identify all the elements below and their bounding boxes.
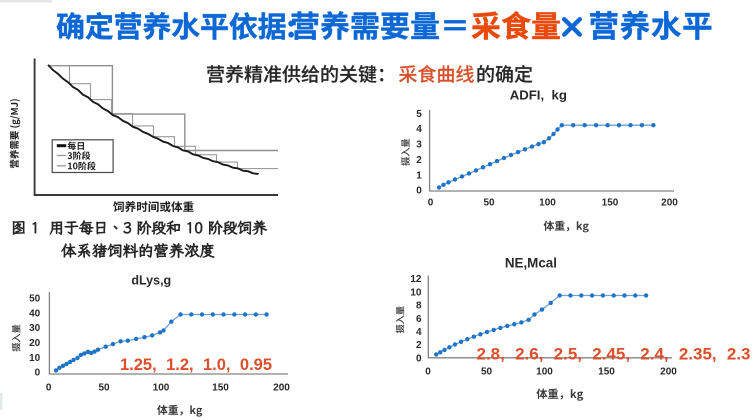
svg-text:150: 150 — [598, 367, 615, 378]
svg-text:dLys,g: dLys,g — [131, 274, 171, 288]
svg-text:1: 1 — [416, 170, 422, 181]
svg-text:12: 12 — [410, 274, 422, 285]
svg-text:100: 100 — [153, 383, 170, 394]
svg-text:2: 2 — [416, 340, 422, 351]
svg-text:4: 4 — [416, 327, 422, 338]
svg-text:8: 8 — [416, 301, 422, 312]
svg-text:10: 10 — [29, 353, 41, 364]
svg-text:150: 150 — [212, 383, 229, 394]
svg-text:40: 40 — [29, 308, 41, 319]
svg-text:20: 20 — [29, 338, 41, 349]
svg-text:50: 50 — [483, 198, 495, 209]
svg-text:0: 0 — [425, 367, 431, 378]
svg-text:200: 200 — [660, 367, 677, 378]
svg-text:200: 200 — [661, 198, 678, 209]
svg-text:1.25, 1.2, 1.0, 0.95: 1.25, 1.2, 1.0, 0.95 — [120, 356, 272, 374]
svg-text:4: 4 — [416, 124, 422, 135]
svg-text:0: 0 — [416, 353, 422, 364]
svg-text:200: 200 — [273, 383, 290, 394]
svg-text:150: 150 — [602, 198, 619, 209]
svg-text:3: 3 — [416, 140, 422, 151]
svg-text:NE,Mcal: NE,Mcal — [505, 255, 557, 270]
svg-text:0: 0 — [428, 198, 434, 209]
svg-text:2.8, 2.6, 2.5, 2.45, 2.4, 2.35: 2.8, 2.6, 2.5, 2.45, 2.4, 2.35, 2.3 — [477, 345, 751, 364]
svg-text:10: 10 — [410, 287, 422, 298]
svg-text:ADFI, kg: ADFI, kg — [510, 88, 567, 103]
svg-text:0: 0 — [35, 368, 41, 379]
svg-text:50: 50 — [29, 294, 41, 305]
svg-text:30: 30 — [29, 323, 41, 334]
svg-text:100: 100 — [536, 367, 553, 378]
svg-text:5: 5 — [416, 109, 422, 120]
svg-text:50: 50 — [98, 383, 110, 394]
svg-text:50: 50 — [481, 367, 493, 378]
svg-text:6: 6 — [416, 314, 422, 325]
svg-text:0: 0 — [46, 383, 52, 394]
svg-text:2: 2 — [416, 155, 422, 166]
svg-text:0: 0 — [416, 186, 422, 197]
svg-text:100: 100 — [539, 198, 556, 209]
